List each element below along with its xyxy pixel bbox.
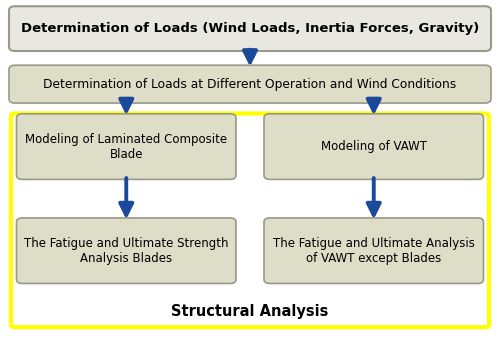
FancyBboxPatch shape bbox=[9, 65, 491, 103]
Text: The Fatigue and Ultimate Analysis
of VAWT except Blades: The Fatigue and Ultimate Analysis of VAW… bbox=[273, 237, 474, 265]
Text: Determination of Loads at Different Operation and Wind Conditions: Determination of Loads at Different Oper… bbox=[44, 78, 457, 91]
Text: Modeling of VAWT: Modeling of VAWT bbox=[321, 140, 427, 153]
FancyBboxPatch shape bbox=[16, 218, 236, 283]
Text: The Fatigue and Ultimate Strength
Analysis Blades: The Fatigue and Ultimate Strength Analys… bbox=[24, 237, 229, 265]
FancyBboxPatch shape bbox=[16, 114, 236, 179]
FancyBboxPatch shape bbox=[264, 114, 484, 179]
Text: Determination of Loads (Wind Loads, Inertia Forces, Gravity): Determination of Loads (Wind Loads, Iner… bbox=[21, 22, 479, 35]
Text: Structural Analysis: Structural Analysis bbox=[172, 304, 328, 319]
FancyBboxPatch shape bbox=[9, 6, 491, 51]
FancyBboxPatch shape bbox=[264, 218, 484, 283]
Text: Modeling of Laminated Composite
Blade: Modeling of Laminated Composite Blade bbox=[25, 133, 228, 161]
